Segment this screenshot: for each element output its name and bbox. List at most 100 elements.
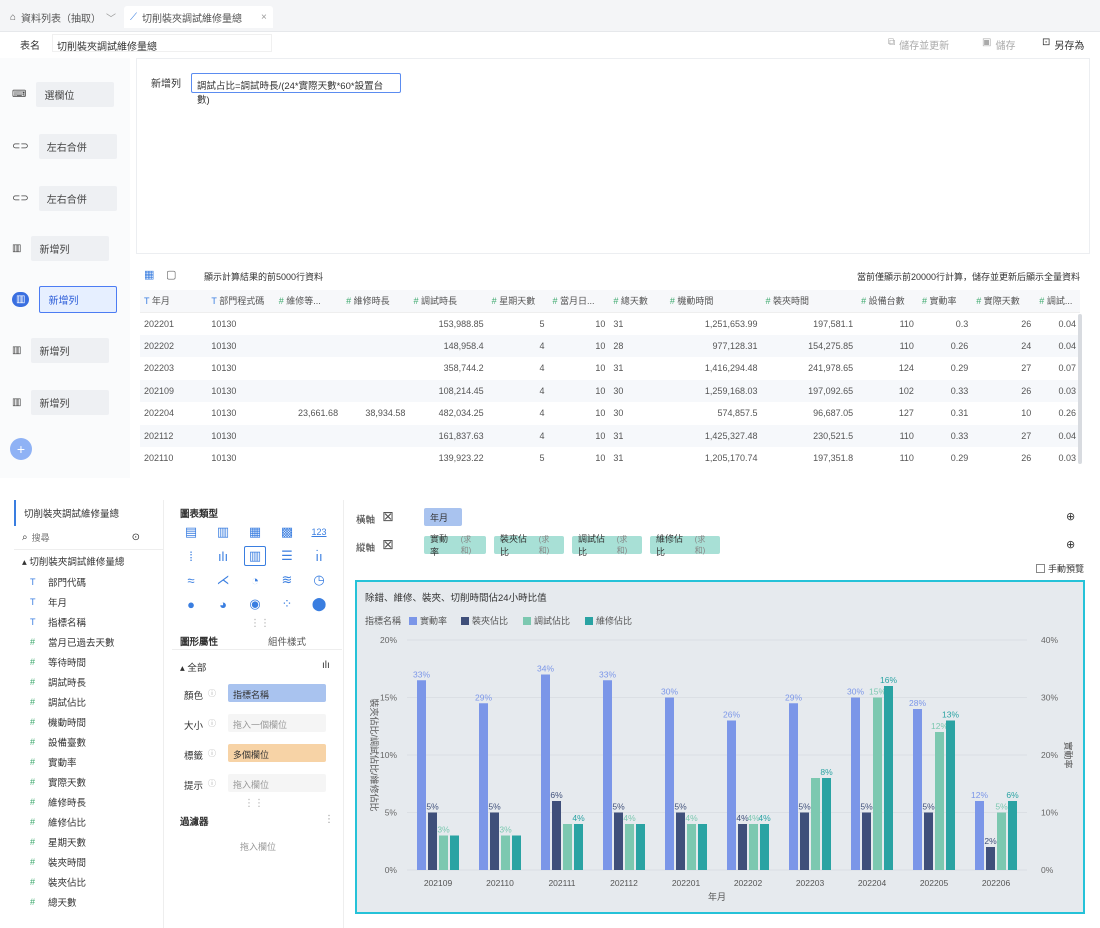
drag-handle-icon[interactable]: ⋮⋮: [250, 618, 270, 629]
all-group[interactable]: ▴ 全部: [180, 660, 206, 674]
column-chart-icon[interactable]: ı̇ı: [315, 548, 323, 564]
property-drop-zone[interactable]: 拖入欄位: [228, 774, 326, 792]
column-header[interactable]: # 裝夾時間: [761, 290, 858, 313]
y-axis-field-pill[interactable]: 實動率 (求和): [424, 534, 486, 557]
x-axis-type-icon[interactable]: ⊠: [382, 508, 394, 524]
save-update-button[interactable]: ⧉ 儲存並更新: [888, 37, 949, 52]
tab-graphic-attrs[interactable]: 圖形屬性: [180, 637, 219, 648]
field-item[interactable]: # 總天數: [14, 892, 163, 912]
close-icon[interactable]: ×: [261, 11, 267, 23]
column-header[interactable]: # 當月日...: [548, 290, 610, 313]
y-axis-field-pill[interactable]: 維修佔比 (求和): [650, 534, 720, 557]
y-axis-field-pill[interactable]: 裝夾佔比 (求和): [494, 534, 564, 557]
donut-chart-icon[interactable]: ◕: [219, 596, 227, 612]
save-as-button[interactable]: ⊡ 另存為: [1042, 37, 1084, 52]
tab-component-style[interactable]: 組件樣式: [268, 637, 307, 648]
drag-handle-icon[interactable]: ⋮⋮: [244, 798, 264, 809]
grouped-table-icon[interactable]: ▩: [280, 524, 294, 539]
step-merge-2[interactable]: ⊂⊃ 左右合併: [12, 186, 117, 211]
dataset-title[interactable]: 切削裝夾調試維修量總: [14, 500, 163, 526]
field-search-input[interactable]: [31, 532, 128, 543]
y-axis-field-pill[interactable]: 調試佔比 (求和): [572, 534, 642, 557]
field-item[interactable]: # 機動時間: [14, 712, 163, 732]
pie-chart-icon[interactable]: ●: [187, 596, 195, 612]
column-header[interactable]: T 年月: [140, 290, 208, 313]
radar-chart-icon[interactable]: ⋌: [216, 572, 230, 587]
number-chart-icon[interactable]: 123: [311, 527, 327, 537]
column-header[interactable]: # 維修時長: [342, 290, 410, 313]
field-item[interactable]: # 實動率: [14, 752, 163, 772]
grid-view-icon[interactable]: ▦: [144, 269, 155, 281]
field-item[interactable]: # 裝夾時間: [14, 852, 163, 872]
column-header[interactable]: # 設備台數: [857, 290, 918, 313]
field-search[interactable]: ⌕ ⊙: [14, 526, 163, 550]
step-add-column-1[interactable]: ▥ 新增列: [12, 236, 110, 261]
column-header[interactable]: # 實際天數: [972, 290, 1036, 313]
filter-drop-zone[interactable]: 拖入欄位: [240, 842, 277, 852]
field-item[interactable]: # 設備臺數: [14, 732, 163, 752]
more-icon[interactable]: ⊙: [131, 532, 140, 543]
field-item[interactable]: # 實際天數: [14, 772, 163, 792]
field-item[interactable]: # 維修佔比: [14, 812, 163, 832]
save-button[interactable]: ▣ 儲存: [982, 37, 1015, 52]
scatter-chart-icon[interactable]: ⁘: [281, 596, 293, 611]
column-header[interactable]: # 維修等...: [274, 290, 343, 313]
field-item[interactable]: # 當月已過去天數: [14, 632, 163, 652]
detail-table-icon[interactable]: ▦: [248, 524, 262, 539]
formula-input[interactable]: 調試占比=調試時長/(24*實際天數*60*設置台數): [191, 73, 401, 106]
field-item[interactable]: T 年月: [14, 592, 163, 612]
filter-more-icon[interactable]: ⋮: [324, 814, 334, 825]
column-header[interactable]: # 機動時間: [665, 290, 762, 313]
table-cell: 10: [595, 318, 606, 329]
chevron-down-icon[interactable]: ﹀: [106, 13, 117, 25]
grouped-bar-icon[interactable]: ▥: [244, 546, 266, 566]
step-merge-1[interactable]: ⊂⊃ 左右合併: [12, 134, 117, 159]
step-add-column-3[interactable]: ▥ 新增列: [12, 338, 110, 363]
step-add-column-2[interactable]: ▥ 新增列: [12, 286, 118, 313]
step-select-columns[interactable]: ⌨ 選欄位: [12, 82, 115, 107]
step-add-column-4[interactable]: ▥ 新增列: [12, 390, 110, 415]
property-drop-zone[interactable]: 多個欄位: [228, 744, 326, 762]
rose-chart-icon[interactable]: ◉: [249, 596, 261, 611]
table-scrollbar[interactable]: [1078, 314, 1082, 464]
lock-icon[interactable]: ⊕: [1066, 511, 1076, 523]
tab-data-list[interactable]: ⌂ 資料列表（抽取） ﹀: [4, 6, 122, 28]
line-chart-icon[interactable]: ≈: [187, 572, 195, 588]
field-item[interactable]: # 調試時長: [14, 672, 163, 692]
property-drop-zone[interactable]: 指標名稱: [228, 684, 326, 702]
bar-icon[interactable]: ılı: [322, 660, 330, 671]
bar-chart-icon[interactable]: ılı: [217, 548, 229, 564]
column-header[interactable]: # 總天數: [609, 290, 666, 313]
name-input[interactable]: 切削裝夾調試維修量總: [52, 34, 272, 53]
field-item[interactable]: # 維修時長: [14, 792, 163, 812]
column-header[interactable]: # 星期天數: [487, 290, 549, 313]
column-header[interactable]: # 實動率: [917, 290, 973, 313]
stream-chart-icon[interactable]: ≋: [281, 572, 293, 587]
column-header[interactable]: # 調試時長: [409, 290, 488, 313]
field-group[interactable]: ▴ 切削裝夾調試維修量總: [14, 550, 163, 572]
lock-icon[interactable]: ⊕: [1066, 539, 1076, 551]
table-chart-icon[interactable]: ▤: [184, 524, 198, 539]
area-chart-icon[interactable]: ◔: [251, 572, 259, 588]
field-item[interactable]: # 星期天數: [14, 832, 163, 852]
tab-chart[interactable]: ⟋ 切削裝夾調試維修量總 ×: [124, 6, 273, 28]
field-item[interactable]: T 指標名稱: [14, 612, 163, 632]
field-item[interactable]: T 部門代碼: [14, 572, 163, 592]
column-header[interactable]: # 調試...: [1035, 290, 1080, 313]
property-drop-zone[interactable]: 拖入一個欄位: [228, 714, 326, 732]
x-axis-field-pill[interactable]: 年月: [424, 508, 462, 526]
list-view-icon[interactable]: ▢: [166, 269, 177, 281]
checkbox[interactable]: [1036, 564, 1045, 573]
field-item[interactable]: # 等待時間: [14, 652, 163, 672]
manual-preview-toggle[interactable]: 手動預覽: [1036, 562, 1084, 575]
gauge-chart-icon[interactable]: ◷: [313, 572, 325, 587]
field-item[interactable]: # 裝夾佔比: [14, 872, 163, 892]
stacked-bar-icon[interactable]: ☰: [281, 548, 293, 563]
bubble-chart-icon[interactable]: ⬤: [311, 596, 327, 611]
y-axis-type-icon[interactable]: ⊠: [382, 536, 394, 552]
field-item[interactable]: # 調試佔比: [14, 692, 163, 712]
scatter-bar-icon[interactable]: ⁞: [189, 548, 193, 564]
add-step-button[interactable]: +: [10, 438, 32, 460]
cross-table-icon[interactable]: ▥: [216, 524, 230, 539]
column-header[interactable]: T 部門程式碼: [207, 290, 275, 313]
